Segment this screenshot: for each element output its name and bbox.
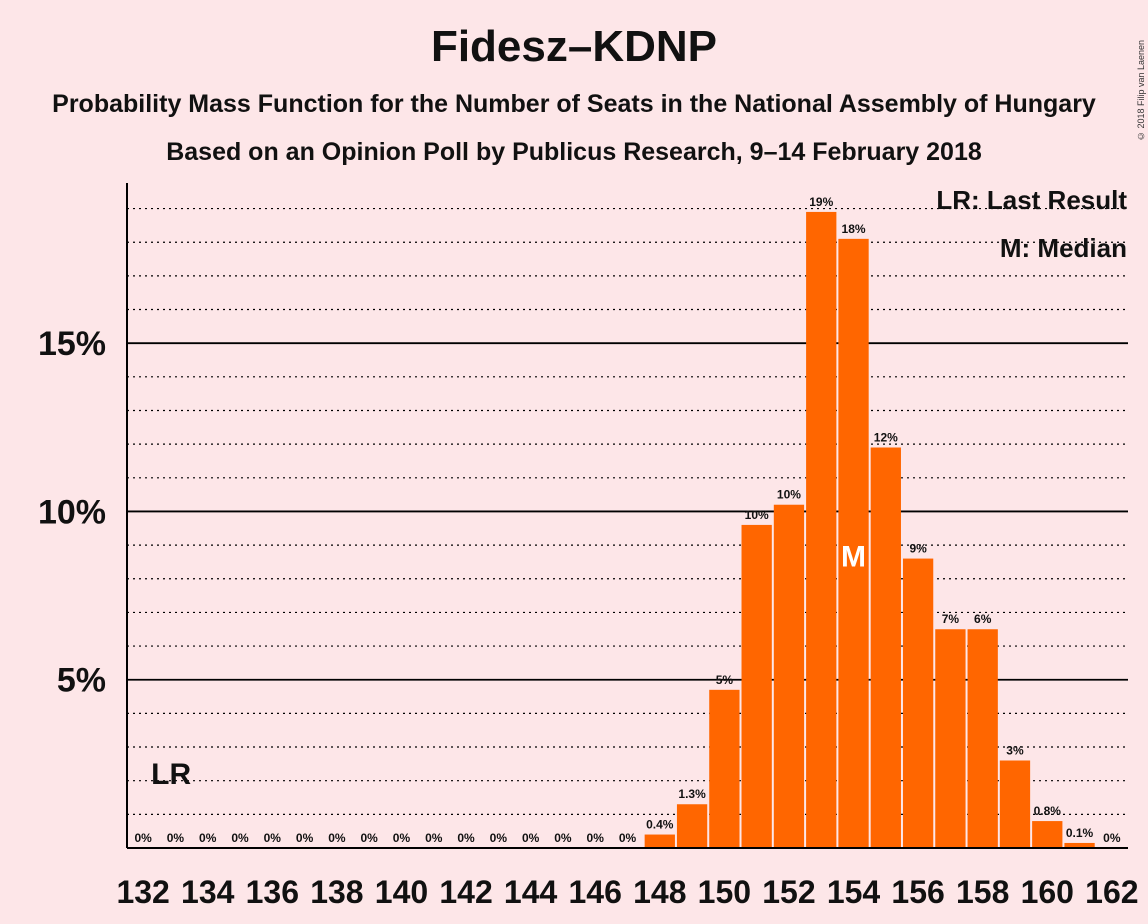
x-tick-label: 156 (891, 874, 944, 910)
bar-label-132: 0% (134, 831, 152, 845)
bar-label-152: 10% (777, 488, 801, 502)
bar-148 (644, 834, 675, 848)
bar-label-153: 19% (809, 195, 833, 209)
bar-label-144: 0% (522, 831, 540, 845)
bar-152 (773, 504, 805, 848)
chart-subtitle: Probability Mass Function for the Number… (52, 90, 1096, 118)
bar-value-labels: 0% 0% 0% 0% 0% 0% 0% 0% 0% 0% 0% 0% 0% 0% 0% 0% 0.4% 1.3%… (134, 195, 1120, 845)
bar-label-148: 0.4% (646, 818, 674, 832)
bar-label-154: 18% (842, 222, 866, 236)
bar-label-139: 0% (361, 831, 379, 845)
bar-label-150: 5% (716, 673, 734, 687)
legend-median: M: Median (1000, 233, 1127, 263)
y-tick-label: 15% (38, 325, 106, 363)
bar-label-134: 0% (199, 831, 217, 845)
chart-title: Fidesz–KDNP (430, 22, 718, 71)
bar-154 (838, 238, 869, 848)
x-tick-label: 158 (956, 874, 1009, 910)
bar-label-151: 10% (745, 508, 769, 522)
bars (644, 211, 1095, 849)
bar-155 (870, 447, 901, 848)
bar-label-155: 12% (874, 431, 898, 445)
bar-label-142: 0% (457, 831, 475, 845)
bar-161 (1064, 842, 1095, 848)
bar-label-136: 0% (264, 831, 282, 845)
bar-label-146: 0% (587, 831, 605, 845)
bar-158 (967, 629, 998, 848)
bar-159 (999, 760, 1031, 848)
x-tick-label: 160 (1021, 874, 1074, 910)
x-tick-label: 136 (246, 874, 299, 910)
x-tick-label: 146 (569, 874, 622, 910)
x-tick-label: 144 (504, 874, 558, 910)
bar-151 (741, 524, 772, 848)
bar-label-135: 0% (231, 831, 249, 845)
bar-label-140: 0% (393, 831, 411, 845)
bar-label-149: 1.3% (678, 787, 706, 801)
x-tick-label: 138 (310, 874, 363, 910)
bar-label-157: 7% (942, 612, 960, 626)
x-tick-label: 140 (375, 874, 428, 910)
bar-label-156: 9% (909, 542, 927, 556)
bar-label-162: 0% (1103, 831, 1121, 845)
bar-label-141: 0% (425, 831, 443, 845)
y-tick-label: 10% (38, 493, 106, 531)
bar-149 (676, 804, 708, 848)
bar-label-160: 0.8% (1034, 804, 1062, 818)
x-tick-label: 148 (633, 874, 686, 910)
median-marker: M (841, 541, 866, 574)
bar-150 (709, 689, 740, 848)
bar-label-143: 0% (490, 831, 508, 845)
legend-last-result: LR: Last Result (936, 185, 1127, 215)
y-tick-label: 5% (57, 662, 106, 700)
x-tick-label: 152 (762, 874, 815, 910)
chart-subtitle-source: Based on an Opinion Poll by Publicus Res… (166, 138, 982, 166)
x-tick-label: 134 (181, 874, 235, 910)
bar-label-147: 0% (619, 831, 637, 845)
x-tick-label: 162 (1085, 874, 1138, 910)
bar-label-161: 0.1% (1066, 826, 1094, 840)
bar-153 (806, 211, 837, 849)
bar-label-133: 0% (167, 831, 185, 845)
x-tick-label: 132 (116, 874, 169, 910)
bar-160 (1032, 821, 1063, 848)
x-tick-label: 142 (439, 874, 492, 910)
x-tick-label: 154 (827, 874, 881, 910)
bar-label-158: 6% (974, 612, 992, 626)
bar-label-138: 0% (328, 831, 346, 845)
x-tick-label: 150 (698, 874, 751, 910)
bar-label-159: 3% (1006, 743, 1024, 757)
last-result-marker: LR (151, 758, 191, 791)
x-tick-labels: 132 134 136 138 140 142 144 146 148 150 152 154 156 1… (116, 874, 1138, 910)
bar-156 (902, 558, 934, 848)
y-tick-labels: 5% 10% 15% (38, 325, 106, 700)
bar-label-145: 0% (554, 831, 572, 845)
bar-label-137: 0% (296, 831, 314, 845)
bar-157 (935, 629, 966, 848)
